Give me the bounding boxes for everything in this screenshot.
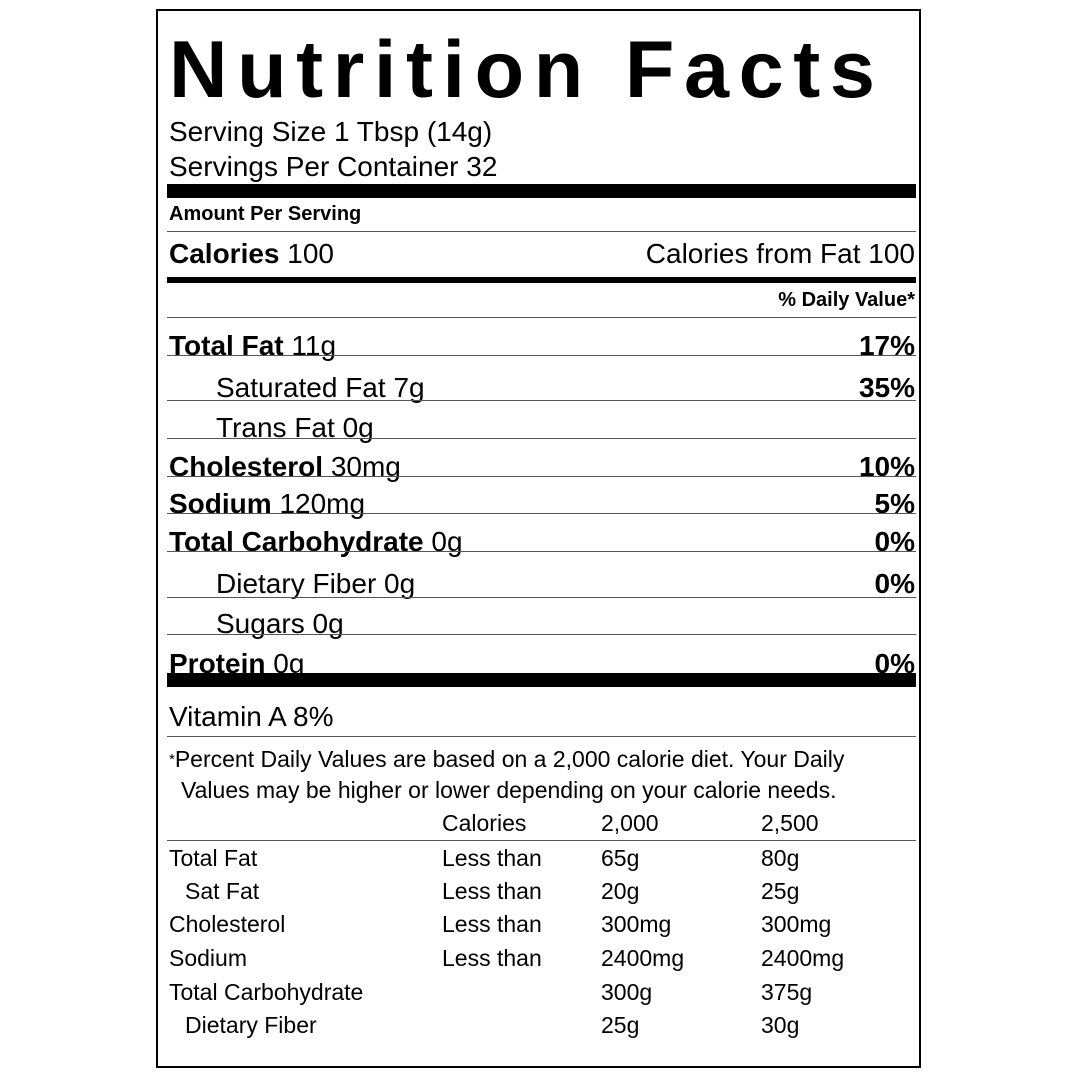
- nutrition-facts-label: Nutrition Facts Serving Size 1 Tbsp (14g…: [156, 9, 921, 1068]
- reference-cell: Total Carbohydrate: [169, 979, 364, 1005]
- divider: [167, 438, 916, 439]
- nutrient-amount: 11g: [291, 330, 337, 361]
- divider: [167, 736, 916, 737]
- reference-cell: Less than: [442, 911, 542, 937]
- medium-divider: [167, 277, 916, 283]
- nutrient-name-amount: Sodium 120mg: [169, 487, 365, 521]
- nutrient-amount: 0g: [431, 526, 463, 557]
- nutrient-row: Sodium 120mg 5%: [169, 487, 915, 521]
- nutrient-name-amount: Saturated Fat 7g: [169, 371, 425, 405]
- nutrient-daily-value: 35%: [858, 372, 915, 403]
- reference-cell: 80g: [761, 845, 800, 871]
- nutrient-name: Total Carbohydrate: [169, 526, 424, 557]
- serving-size: Serving Size 1 Tbsp (14g): [169, 116, 493, 147]
- reference-header-cell: 2,500: [761, 810, 819, 836]
- reference-cell: Less than: [442, 878, 542, 904]
- nutrient-row: Total Fat 11g 17%: [169, 329, 915, 363]
- divider: [167, 634, 916, 635]
- amount-per-serving: Amount Per Serving: [169, 203, 362, 225]
- nutrient-amount: 30mg: [330, 451, 401, 482]
- servings-per-container: Servings Per Container 32: [169, 151, 498, 182]
- nutrient-name: Total Fat: [169, 330, 284, 361]
- nutrient-name: Sodium: [169, 488, 272, 519]
- reference-cell: Sodium: [169, 945, 247, 971]
- nutrient-amount: 120mg: [279, 488, 366, 519]
- reference-cell: Total Fat: [169, 845, 258, 871]
- vitamin-a: Vitamin A 8%: [169, 701, 334, 732]
- divider: [167, 840, 916, 841]
- reference-cell: 2400mg: [601, 945, 685, 971]
- calories-row: Calories 100 Calories from Fat 100: [169, 237, 915, 271]
- nutrient-amount: 0g: [384, 568, 416, 599]
- nutrient-row: Saturated Fat 7g 35%: [169, 371, 915, 405]
- divider: [167, 513, 916, 514]
- nutrient-name-amount: Trans Fat 0g: [169, 411, 374, 445]
- nutrient-amount: 0g: [312, 608, 344, 639]
- nutrient-name-amount: Total Fat 11g: [169, 329, 336, 363]
- calories-from-fat: Calories from Fat 100: [645, 238, 915, 269]
- reference-cell: 300g: [601, 979, 653, 1005]
- nutrient-name-amount: Cholesterol 30mg: [169, 450, 401, 484]
- reference-cell: 300mg: [761, 911, 832, 937]
- reference-cell: Less than: [442, 945, 542, 971]
- nutrient-row: Sugars 0g: [169, 607, 915, 641]
- nutrient-row: Cholesterol 30mg 10%: [169, 450, 915, 484]
- label-title: Nutrition Facts: [169, 25, 885, 115]
- divider: [167, 597, 916, 598]
- reference-cell: Sat Fat: [185, 878, 260, 904]
- thick-divider: [167, 184, 916, 198]
- reference-cell: 25g: [601, 1012, 640, 1038]
- divider: [167, 317, 916, 318]
- reference-cell: 25g: [761, 878, 800, 904]
- nutrient-name-amount: Total Carbohydrate 0g: [169, 525, 463, 559]
- daily-value-header: % Daily Value*: [778, 289, 915, 311]
- nutrient-daily-value: 10%: [858, 451, 915, 482]
- divider: [167, 355, 916, 356]
- nutrient-amount: 0g: [342, 412, 374, 443]
- nutrient-daily-value: 0%: [874, 568, 915, 599]
- reference-cell: 20g: [601, 878, 640, 904]
- nutrient-row: Dietary Fiber 0g 0%: [169, 567, 915, 601]
- thick-divider: [167, 673, 916, 687]
- divider: [167, 551, 916, 552]
- nutrient-name: Saturated Fat: [216, 372, 386, 403]
- footnote: *Percent Daily Values are based on a 2,0…: [169, 746, 845, 803]
- divider: [167, 400, 916, 401]
- nutrient-name-amount: Sugars 0g: [169, 607, 344, 641]
- nutrient-name: Trans Fat: [216, 412, 335, 443]
- reference-cell: 2400mg: [761, 945, 845, 971]
- nutrient-name-amount: Dietary Fiber 0g: [169, 567, 415, 601]
- nutrient-amount: 7g: [393, 372, 425, 403]
- reference-cell: Cholesterol: [169, 911, 286, 937]
- reference-cell: Less than: [442, 845, 542, 871]
- divider: [167, 231, 916, 232]
- nutrient-name: Dietary Fiber: [216, 568, 377, 599]
- nutrient-daily-value: 5%: [874, 488, 915, 519]
- reference-cell: 65g: [601, 845, 640, 871]
- reference-cell: 30g: [761, 1012, 800, 1038]
- nutrient-daily-value: 17%: [858, 330, 915, 361]
- nutrient-name: Cholesterol: [169, 451, 324, 482]
- nutrient-row: Total Carbohydrate 0g 0%: [169, 525, 915, 559]
- reference-cell: 375g: [761, 979, 813, 1005]
- divider: [167, 476, 916, 477]
- reference-cell: 300mg: [601, 911, 672, 937]
- reference-cell: Dietary Fiber: [185, 1012, 317, 1038]
- nutrient-daily-value: 0%: [874, 526, 915, 557]
- calories: Calories 100: [169, 238, 334, 269]
- reference-header-cell: 2,000: [601, 810, 659, 836]
- nutrient-row: Trans Fat 0g: [169, 411, 915, 445]
- nutrient-name: Sugars: [216, 608, 305, 639]
- reference-header-cell: Calories: [442, 810, 527, 836]
